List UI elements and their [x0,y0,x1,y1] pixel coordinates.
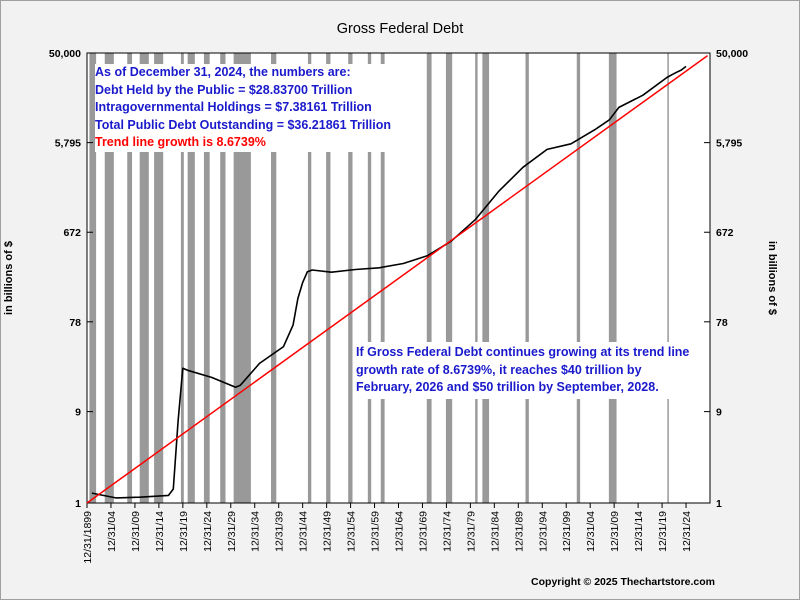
x-tick-label: 12/31/54 [346,511,358,552]
x-tick-label: 12/31/84 [489,511,501,552]
y-tick-label-right: 50,000 [716,48,748,60]
recession-band [525,53,529,503]
y-tick-label-left: 9 [75,407,81,419]
x-tick-label: 12/31/59 [370,511,382,552]
x-tick-label: 12/31/19 [178,511,190,552]
recession-band [154,53,164,503]
info-line-3: Intragovernmental Holdings = $7.38161 Tr… [95,100,372,115]
y-tick-label-left: 672 [63,227,81,239]
recession-band [348,53,353,503]
x-tick-label: 12/31/39 [274,511,286,552]
recession-band [307,53,312,503]
x-tick-label: 12/31/64 [394,511,406,552]
y-tick-label-right: 672 [716,227,734,239]
series-layer [86,54,709,504]
x-tick-label: 12/31/34 [250,511,262,552]
x-tick-label: 12/31/69 [417,511,429,552]
x-tick-label: 12/31/49 [322,511,334,552]
recession-band [89,53,97,503]
recession-band [482,53,490,503]
x-tick-label: 12/31/14 [154,511,166,552]
recession-band [187,53,195,503]
recession-band [139,53,149,503]
recession-band [271,53,277,503]
y-axis-label-left: in billions of $ [2,241,15,315]
recession-band [326,53,331,503]
y-tick-label-left: 5,795 [55,138,81,150]
y-tick-label-right: 1 [716,498,722,510]
recession-band [426,53,432,503]
x-tick-label: 12/31/24 [681,511,693,552]
y-tick-label-right: 5,795 [716,138,742,150]
chart-title: Gross Federal Debt [336,21,464,37]
x-tick-label: 12/31/74 [441,511,453,552]
recession-band [127,53,133,503]
x-tick-label: 12/31/09 [130,511,142,552]
x-tick-label: 12/31/79 [465,511,477,552]
trend-line [86,54,709,504]
gross-debt-line [91,65,687,499]
info-line-2: Debt Held by the Public = $28.83700 Tril… [95,82,353,97]
y-axis-ticks: 50,000 50,000 5,795 5,795 672 672 78 78 9 9 1 1 [49,48,748,510]
x-tick-label: 12/31/14 [633,511,645,552]
recession-band [180,53,184,503]
recession-band [203,53,210,503]
y-tick-label-right: 78 [716,317,728,329]
x-tick-label: 12/31/94 [537,511,549,552]
x-tick-label: 12/31/1899 [82,511,94,564]
y-tick-label-left: 50,000 [49,48,81,60]
info-line-4: Total Public Debt Outstanding = $36.2186… [95,117,392,132]
x-tick-label: 12/31/99 [561,511,573,552]
x-tick-label: 12/31/09 [609,511,621,552]
x-tick-label: 12/31/04 [106,511,118,552]
y-tick-label-right: 9 [716,407,722,419]
recession-bands [89,53,669,503]
info-line-1: As of December 31, 2024, the numbers are… [95,65,351,79]
info-line-trend: Trend line growth is 8.6739% [95,135,266,150]
y-tick-label-left: 1 [75,498,81,510]
y-tick-label-left: 78 [69,317,81,329]
x-tick-label: 12/31/19 [657,511,669,552]
x-tick-label: 12/31/89 [513,511,525,552]
x-tick-label: 12/31/29 [226,511,238,552]
recession-band [220,53,226,503]
recession-band [667,53,669,503]
y-axis-label-right: in billions of $ [765,241,778,315]
recession-band [608,53,617,503]
recession-band [367,53,372,503]
recession-band [475,53,478,503]
x-axis-ticks: 12/31/1899 12/31/04 12/31/09 12/31/14 12/31/… [82,503,693,564]
info-box: As of December 31, 2024, the numbers are… [95,64,413,152]
x-tick-label: 12/31/44 [298,511,310,552]
recession-band [576,53,581,503]
x-tick-label: 12/31/04 [585,511,597,552]
recession-band [380,53,385,503]
copyright: Copyright © 2025 Thechartstore.com [531,576,715,588]
projection-note: If Gross Federal Debt continues growing … [353,342,699,399]
recession-band [445,53,453,503]
recession-band [104,53,114,503]
recession-band [233,53,251,503]
x-tick-label: 12/31/24 [202,511,214,552]
